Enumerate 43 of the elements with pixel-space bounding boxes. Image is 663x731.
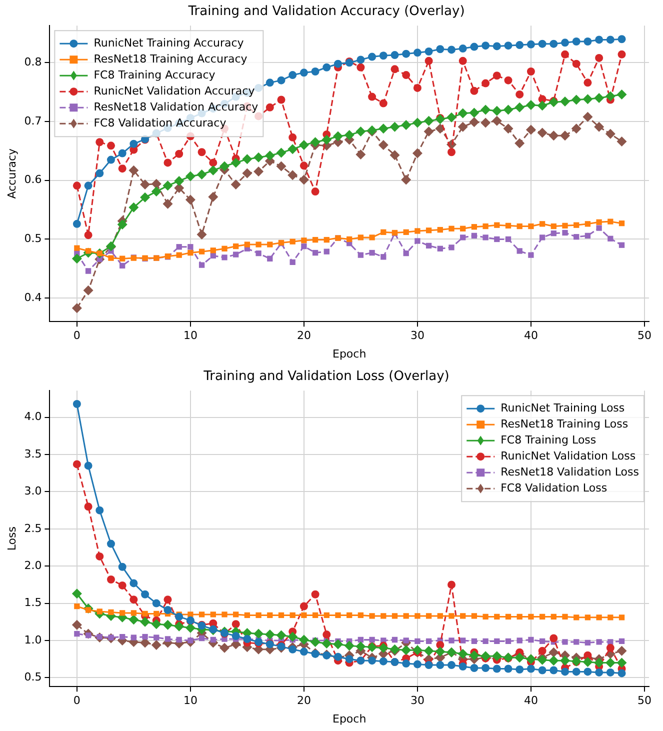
chart-title: Training and Validation Loss (Overlay) xyxy=(202,369,450,384)
x-tick-label: 40 xyxy=(524,329,538,342)
x-tick-label: 50 xyxy=(637,694,652,708)
x-tick-label: 0 xyxy=(73,694,80,708)
x-tick-label: 10 xyxy=(183,329,198,342)
legend-label: FC8 Validation Accuracy xyxy=(94,116,227,130)
x-axis-title: Epoch xyxy=(332,347,366,360)
legend-label: ResNet18 Validation Accuracy xyxy=(94,100,259,114)
y-tick-label: 0.6 xyxy=(24,173,42,186)
legend-label: FC8 Validation Loss xyxy=(500,481,608,494)
y-tick-label: 0.5 xyxy=(24,232,42,246)
x-tick-label: 30 xyxy=(410,329,424,342)
y-tick-label: 0.7 xyxy=(24,114,42,128)
x-axis-title: Epoch xyxy=(332,712,366,726)
y-tick-label: 4.0 xyxy=(24,410,42,424)
legend-label: RunicNet Training Accuracy xyxy=(94,36,244,50)
chart-title: Training and Validation Accuracy (Overlay) xyxy=(187,4,465,20)
legend-label: RunicNet Validation Loss xyxy=(500,449,636,462)
legend-label: ResNet18 Training Accuracy xyxy=(94,52,248,66)
x-tick-label: 0 xyxy=(73,329,80,342)
legend-label: RunicNet Validation Accuracy xyxy=(94,84,256,98)
y-tick-label: 0.8 xyxy=(24,56,42,69)
legend-label: ResNet18 Validation Loss xyxy=(500,465,640,478)
y-tick-label: 2.5 xyxy=(24,522,42,535)
y-tick-label: 3.5 xyxy=(24,447,42,460)
legend-label: FC8 Training Accuracy xyxy=(94,68,216,82)
x-tick-label: 50 xyxy=(637,329,652,342)
x-tick-label: 20 xyxy=(296,694,311,708)
y-tick-label: 1.0 xyxy=(24,633,42,646)
x-tick-label: 40 xyxy=(524,694,538,708)
y-tick-label: 2.0 xyxy=(24,558,42,572)
y-tick-label: 3.0 xyxy=(24,484,42,498)
y-axis-title: Accuracy xyxy=(5,148,18,199)
x-tick-label: 30 xyxy=(410,694,424,708)
x-tick-label: 10 xyxy=(183,694,198,708)
y-axis-title: Loss xyxy=(5,526,18,551)
legend-label: RunicNet Training Loss xyxy=(500,401,625,414)
y-tick-label: 0.5 xyxy=(24,670,42,684)
legend-label: ResNet18 Training Loss xyxy=(500,417,628,430)
legend-label: FC8 Training Loss xyxy=(500,433,596,446)
x-tick-label: 20 xyxy=(296,329,311,342)
y-tick-label: 1.5 xyxy=(24,596,42,610)
y-tick-label: 0.4 xyxy=(24,290,42,304)
